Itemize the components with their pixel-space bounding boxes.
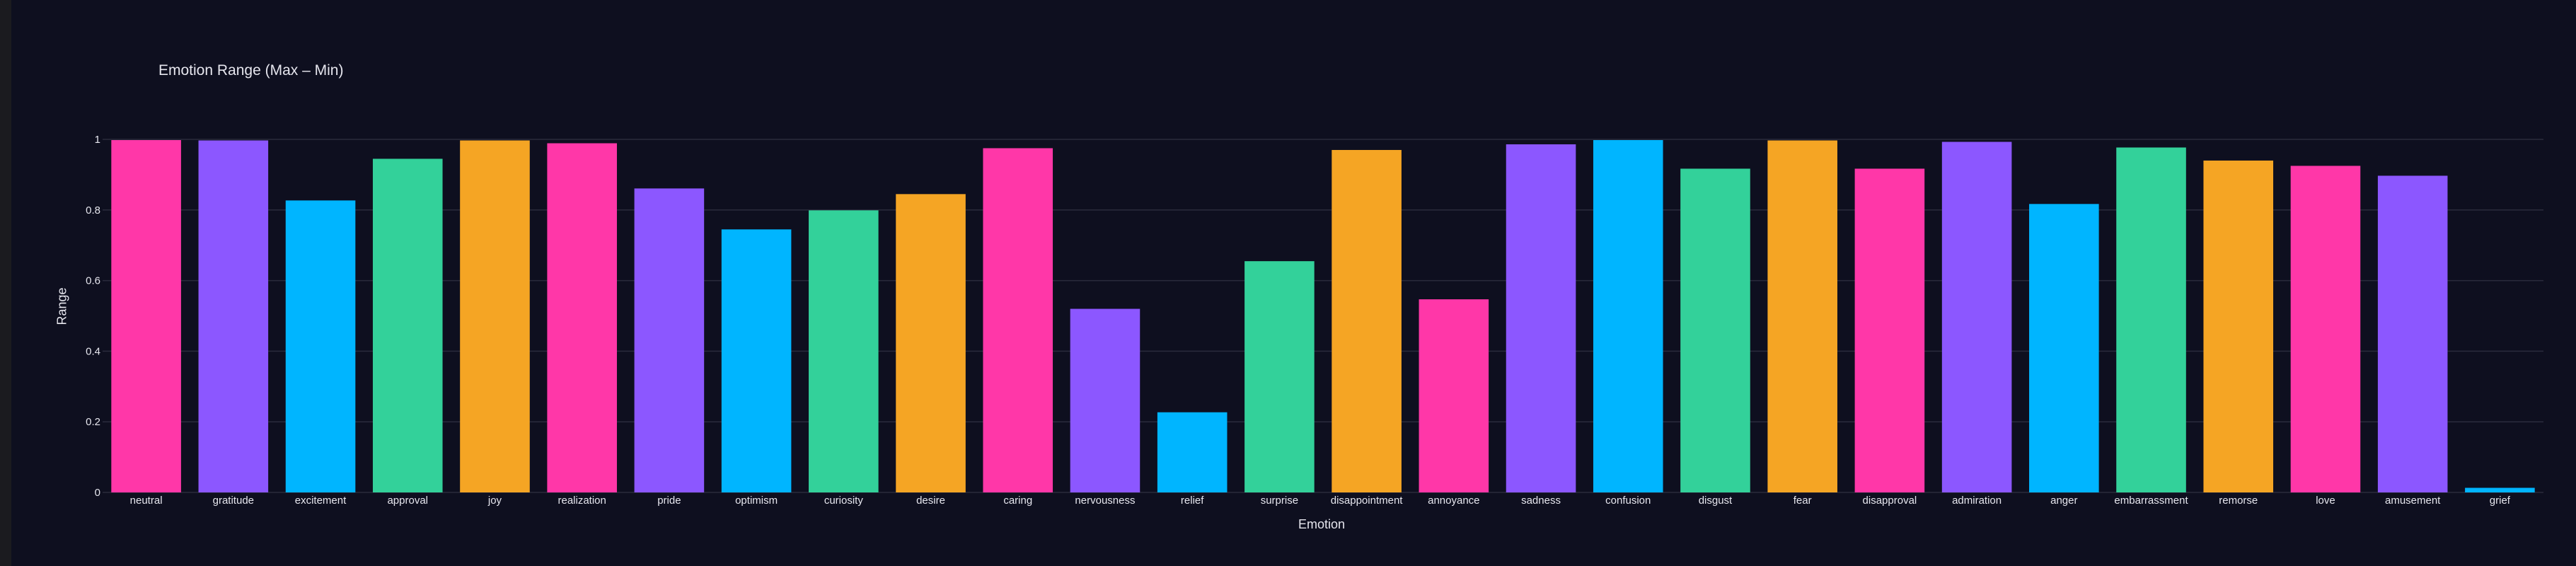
x-tick-label: disgust <box>1699 495 1733 507</box>
bar-remorse[interactable] <box>2203 160 2274 492</box>
x-tick-label: disapproval <box>1863 495 1917 507</box>
bar-nervousness[interactable] <box>1070 308 1140 492</box>
x-tick-label: grief <box>2490 495 2511 507</box>
y-tick-label: 0.2 <box>86 416 100 428</box>
y-tick-label: 0 <box>95 487 100 499</box>
bar-embarrassment[interactable] <box>2116 147 2186 493</box>
x-tick-label: desire <box>916 495 945 507</box>
x-tick-label: disappointment <box>1331 495 1404 507</box>
bar-disapproval[interactable] <box>1854 168 1925 493</box>
x-tick-label: realization <box>558 495 606 507</box>
x-tick-label: relief <box>1181 495 1204 507</box>
bar-approval[interactable] <box>372 158 443 492</box>
y-tick-label: 0.4 <box>86 345 100 357</box>
x-axis-title: Emotion <box>1298 517 1346 531</box>
y-tick-label: 0.6 <box>86 275 100 287</box>
x-tick-label: nervousness <box>1075 495 1135 507</box>
x-tick-label: remorse <box>2219 495 2258 507</box>
x-tick-label: embarrassment <box>2114 495 2188 507</box>
x-tick-label: approval <box>387 495 428 507</box>
x-tick-label: fear <box>1794 495 1812 507</box>
bar-neutral[interactable] <box>111 139 181 493</box>
bar-sadness[interactable] <box>1506 144 1576 492</box>
x-tick-label: annoyance <box>1428 495 1479 507</box>
bar-excitement[interactable] <box>285 200 356 492</box>
bar-pride[interactable] <box>634 188 705 492</box>
x-tick-label: joy <box>487 495 502 507</box>
bar-optimism[interactable] <box>721 229 792 492</box>
bar-admiration[interactable] <box>1941 142 2012 493</box>
bar-desire[interactable] <box>896 194 966 492</box>
y-tick-label: 0.8 <box>86 204 100 216</box>
bar-grief[interactable] <box>2465 487 2535 492</box>
bar-layer <box>111 139 2535 493</box>
x-tick-label: amusement <box>2385 495 2441 507</box>
bar-confusion[interactable] <box>1593 139 1663 493</box>
x-tick-label: caring <box>1003 495 1032 507</box>
bar-amusement[interactable] <box>2377 175 2448 492</box>
bar-disappointment[interactable] <box>1332 149 1402 492</box>
x-tick-label: pride <box>657 495 681 507</box>
bar-annoyance[interactable] <box>1419 299 1489 492</box>
bar-gratitude[interactable] <box>198 140 269 492</box>
bar-fear[interactable] <box>1767 140 1837 492</box>
x-tick-layer: neutral gratitude excitement approval joy rea… <box>130 495 2511 507</box>
x-tick-label: surprise <box>1261 495 1298 507</box>
x-tick-label: optimism <box>735 495 778 507</box>
x-tick-label: love <box>2316 495 2335 507</box>
x-tick-label: neutral <box>130 495 163 507</box>
bar-curiosity[interactable] <box>809 210 879 492</box>
window-edge <box>0 0 11 566</box>
x-tick-label: sadness <box>1521 495 1561 507</box>
bar-caring[interactable] <box>983 148 1053 492</box>
y-tick-layer: 0 0.2 0.4 0.6 0.8 1 <box>86 134 100 499</box>
chart-title: Emotion Range (Max – Min) <box>158 62 344 79</box>
x-tick-label: excitement <box>295 495 347 507</box>
x-tick-label: admiration <box>1952 495 2002 507</box>
bar-anger[interactable] <box>2029 204 2099 492</box>
bar-relief[interactable] <box>1157 412 1228 492</box>
bar-love[interactable] <box>2290 166 2361 493</box>
bar-surprise[interactable] <box>1244 261 1315 492</box>
y-tick-label: 1 <box>95 134 100 146</box>
x-tick-label: confusion <box>1605 495 1651 507</box>
x-tick-label: gratitude <box>213 495 254 507</box>
bar-realization[interactable] <box>547 143 617 492</box>
x-tick-label: curiosity <box>824 495 864 507</box>
bar-joy[interactable] <box>460 140 530 492</box>
bar-disgust[interactable] <box>1680 168 1750 493</box>
x-tick-label: anger <box>2050 495 2077 507</box>
